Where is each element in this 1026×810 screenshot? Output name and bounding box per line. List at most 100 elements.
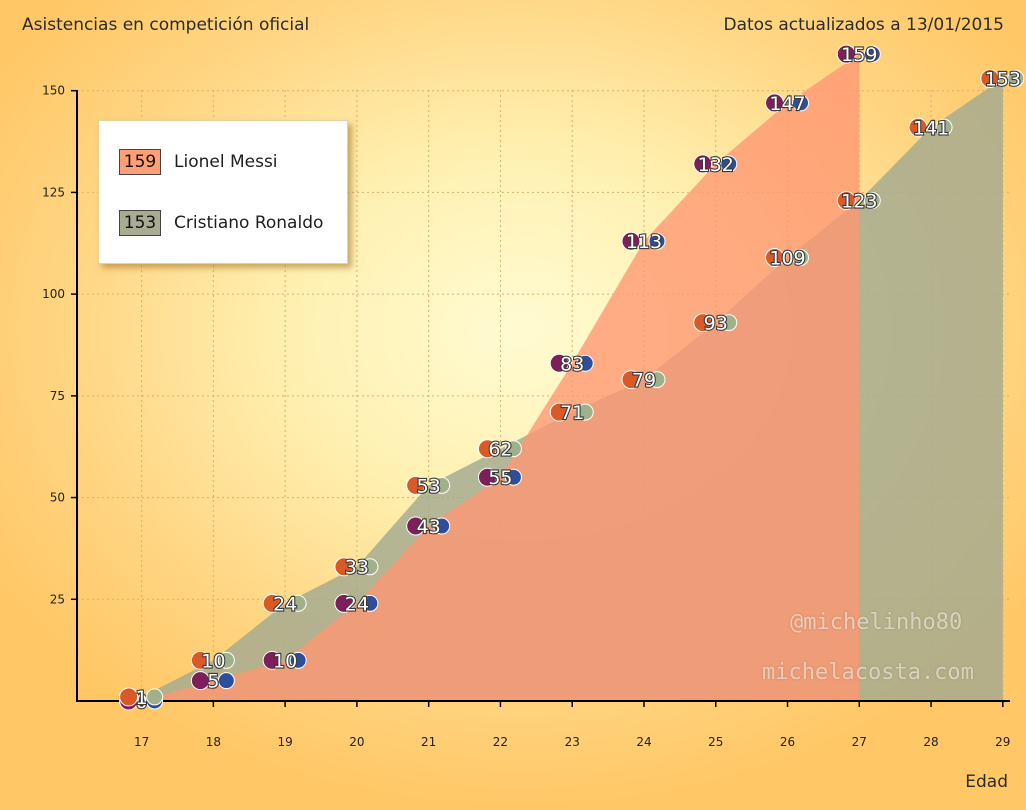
point-badge-secondary-20 — [361, 558, 379, 576]
series-points-ronaldo: 1 10 24 33 53 62 71 79 93 109 123 141 153 — [119, 67, 1025, 710]
point-badge-secondary-22 — [504, 440, 522, 458]
point-badge-21 — [406, 475, 426, 495]
data-label-17: 1 — [136, 687, 148, 709]
y-tick-label-100: 100 — [42, 287, 65, 301]
point-badge-secondary-18 — [217, 651, 235, 669]
data-label-24: 79 — [632, 370, 656, 392]
point-badge-19 — [262, 593, 282, 613]
data-label-29: 153 — [985, 68, 1021, 90]
data-label-18: 5 — [207, 671, 219, 693]
point-badge-20 — [334, 557, 354, 577]
point-badge-27 — [836, 191, 856, 211]
legend-entry-messi: 159 Lionel Messi — [119, 149, 278, 175]
point-badge-23 — [549, 353, 569, 373]
y-tick-label-125: 125 — [42, 185, 65, 199]
data-label-22: 55 — [488, 467, 512, 489]
data-label-25: 93 — [704, 313, 728, 335]
x-tick-label-21: 21 — [421, 735, 436, 749]
update-date: Datos actualizados a 13/01/2015 — [723, 15, 1005, 35]
watermark-handle: @michelinho80 — [790, 610, 963, 635]
area-messi — [141, 54, 860, 702]
point-badge-secondary-25 — [720, 155, 738, 173]
data-label-22: 62 — [488, 439, 512, 461]
data-label-28: 141 — [913, 117, 949, 139]
point-badge-secondary-22 — [504, 468, 522, 486]
data-label-21: 53 — [417, 475, 441, 497]
point-badge-secondary-21 — [433, 517, 451, 535]
point-badge-24 — [621, 370, 641, 390]
x-tick-label-27: 27 — [852, 735, 867, 749]
point-badge-26 — [765, 248, 785, 268]
point-badge-secondary-26 — [792, 94, 810, 112]
point-badge-22 — [477, 467, 497, 487]
point-badge-18 — [190, 671, 210, 691]
point-badge-22 — [477, 439, 497, 459]
data-label-24: 113 — [626, 231, 662, 253]
watermark-site: michelacosta.com — [762, 660, 974, 685]
point-badge-secondary-19 — [289, 594, 307, 612]
point-badge-21 — [406, 516, 426, 536]
x-tick-label-25: 25 — [708, 735, 723, 749]
data-label-25: 132 — [698, 154, 734, 176]
point-badge-20 — [334, 593, 354, 613]
data-label-19: 10 — [273, 650, 297, 672]
legend-value-messi: 159 — [119, 149, 161, 175]
point-badge-secondary-21 — [433, 476, 451, 494]
x-tick-label-19: 19 — [277, 735, 292, 749]
point-badge-secondary-27 — [863, 45, 881, 63]
x-tick-label-24: 24 — [636, 735, 651, 749]
legend-value-ronaldo: 153 — [119, 210, 161, 236]
point-badge-23 — [549, 402, 569, 422]
data-label-27: 123 — [841, 191, 877, 213]
point-badge-secondary-23 — [576, 354, 594, 372]
x-tick-label-18: 18 — [206, 735, 221, 749]
point-badge-secondary-17 — [146, 688, 164, 706]
point-badge-secondary-29 — [1007, 69, 1025, 87]
point-badge-19 — [262, 650, 282, 670]
data-label-21: 43 — [417, 516, 441, 538]
x-tick-label-23: 23 — [565, 735, 580, 749]
point-badge-secondary-19 — [289, 651, 307, 669]
point-badge-27 — [836, 44, 856, 64]
y-tick-label-50: 50 — [50, 491, 65, 505]
x-tick-label-29: 29 — [995, 735, 1010, 749]
point-badge-secondary-20 — [361, 594, 379, 612]
y-tick-label-150: 150 — [42, 84, 65, 98]
x-axis-title: Edad — [965, 772, 1008, 792]
point-badge-secondary-28 — [935, 118, 953, 136]
y-tick-label-75: 75 — [50, 389, 65, 403]
point-badge-secondary-25 — [720, 314, 738, 332]
x-tick-label-20: 20 — [349, 735, 364, 749]
legend-label-ronaldo: Cristiano Ronaldo — [174, 213, 324, 233]
point-badge-secondary-26 — [792, 249, 810, 267]
data-label-19: 24 — [273, 593, 297, 615]
point-badge-25 — [693, 313, 713, 333]
point-badge-29 — [980, 68, 1000, 88]
legend-entry-ronaldo: 153 Cristiano Ronaldo — [119, 210, 323, 236]
point-badge-17 — [119, 687, 139, 707]
point-badge-secondary-24 — [648, 371, 666, 389]
point-badge-secondary-27 — [863, 192, 881, 210]
chart-title: Asistencias en competición oficial — [22, 15, 310, 35]
y-tick-label-25: 25 — [50, 592, 65, 606]
x-tick-label-17: 17 — [134, 735, 149, 749]
data-label-18: 10 — [201, 650, 225, 672]
data-label-27: 159 — [841, 44, 877, 66]
point-badge-28 — [908, 117, 928, 137]
point-badge-26 — [765, 93, 785, 113]
x-tick-label-28: 28 — [923, 735, 938, 749]
point-badge-25 — [693, 154, 713, 174]
data-label-23: 83 — [560, 353, 584, 375]
point-badge-secondary-18 — [217, 672, 235, 690]
point-badge-secondary-23 — [576, 403, 594, 421]
x-tick-label-26: 26 — [780, 735, 795, 749]
data-label-26: 109 — [769, 248, 805, 270]
legend-label-messi: Lionel Messi — [174, 152, 278, 172]
data-label-26: 147 — [769, 93, 805, 115]
point-badge-secondary-24 — [648, 232, 666, 250]
data-label-23: 71 — [560, 402, 584, 424]
point-badge-18 — [190, 650, 210, 670]
data-label-20: 24 — [345, 593, 369, 615]
x-tick-label-22: 22 — [493, 735, 508, 749]
